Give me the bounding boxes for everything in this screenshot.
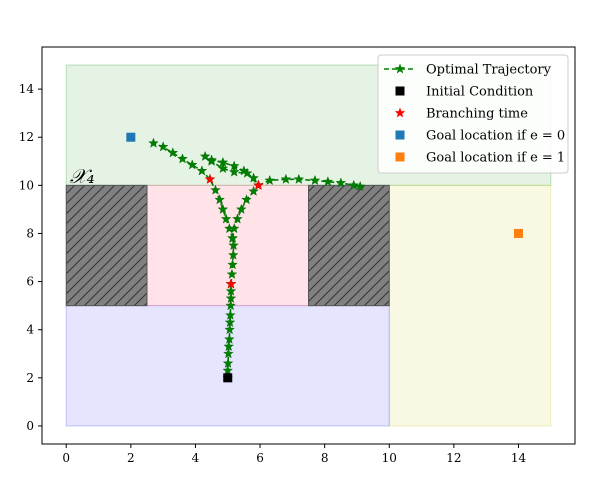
x-tick-label: 8 xyxy=(321,451,329,465)
trajectory-point xyxy=(322,176,334,187)
trajectory-point xyxy=(222,365,234,376)
x-tick-label: 12 xyxy=(446,451,461,465)
trajectory-point xyxy=(223,348,234,359)
trajectory-point xyxy=(227,259,238,270)
trajectory-point xyxy=(241,194,252,205)
initial-condition-point xyxy=(223,373,233,383)
goal-e0-point xyxy=(126,132,136,142)
trajectory-point xyxy=(228,223,240,234)
legend-label: Goal location if e = 0 xyxy=(426,129,565,144)
trajectory-point xyxy=(217,162,229,174)
trajectory-point xyxy=(148,137,159,148)
x-tick-label: 14 xyxy=(511,451,527,465)
goal-region-right xyxy=(388,184,552,427)
trajectory-point xyxy=(228,239,239,251)
trajectory-point xyxy=(224,316,236,328)
trajectory-point xyxy=(224,333,235,344)
legend-marker xyxy=(394,63,406,74)
trajectory-point xyxy=(214,194,225,205)
trajectory-point xyxy=(228,166,240,177)
trajectory-point xyxy=(223,340,235,352)
y-tick-label: 8 xyxy=(26,226,34,240)
x-tick-label: 6 xyxy=(256,451,264,465)
trajectory-point xyxy=(225,292,237,303)
legend-label: Optimal Trajectory xyxy=(426,63,552,78)
legend-label: Initial Condition xyxy=(426,85,534,100)
branching-time-point xyxy=(253,179,264,190)
trajectory-point xyxy=(227,232,238,243)
obstacle-left xyxy=(65,184,148,307)
obstacle-right xyxy=(308,184,390,307)
legend-label: Goal location if e = 1 xyxy=(426,151,565,166)
trajectory-point xyxy=(225,309,236,320)
trajectory-point xyxy=(186,159,198,170)
y-tick-label: 10 xyxy=(19,178,34,192)
y-tick-label: 2 xyxy=(26,371,34,385)
trajectory-point xyxy=(226,268,238,279)
axes-frame xyxy=(41,46,576,445)
legend-marker xyxy=(395,152,405,162)
trajectory-point xyxy=(210,184,221,195)
x-tick-label: 2 xyxy=(127,451,135,465)
trajectory-point xyxy=(177,153,188,164)
trajectory-point xyxy=(196,165,208,176)
trajectory-point xyxy=(348,179,360,190)
trajectory-point xyxy=(309,174,321,186)
trajectory-point xyxy=(157,141,169,152)
trajectory-point xyxy=(264,174,276,186)
x-tick-label: 10 xyxy=(382,451,397,465)
trajectory-point xyxy=(199,150,211,161)
y-tick-label: 6 xyxy=(26,275,34,289)
trajectory-point xyxy=(225,300,236,311)
trajectory-point xyxy=(225,285,237,296)
trajectory-point xyxy=(335,177,347,188)
legend-marker xyxy=(395,86,405,96)
trajectory-point xyxy=(232,213,243,224)
branching-time-point xyxy=(204,173,216,184)
y-tick-label: 12 xyxy=(19,130,34,144)
trajectory-point xyxy=(241,167,253,178)
trajectory-point xyxy=(206,155,217,166)
trajectory-point xyxy=(167,147,179,158)
region-label-x4: 𝒳₄ xyxy=(69,164,94,188)
trajectory-point xyxy=(224,324,235,335)
trajectory-point xyxy=(236,203,247,214)
trajectory-point xyxy=(220,213,232,224)
y-tick-label: 0 xyxy=(26,419,34,433)
y-tick-label: 14 xyxy=(19,82,35,96)
trajectory-point xyxy=(217,203,229,214)
trajectory-point xyxy=(222,357,234,368)
goal-e1-point xyxy=(513,228,523,238)
trajectory-point xyxy=(280,173,292,184)
legend-label: Branching time xyxy=(426,107,528,122)
trajectory-point xyxy=(293,173,305,184)
trajectory-point xyxy=(248,185,259,196)
middle-region xyxy=(146,184,309,307)
x-tick-label: 4 xyxy=(192,451,200,465)
branching-time-point xyxy=(225,278,237,289)
x-tick-label: 0 xyxy=(62,451,70,465)
legend-marker xyxy=(394,107,406,118)
legend-marker xyxy=(395,130,405,140)
trajectory-point xyxy=(227,249,239,260)
legend-box xyxy=(377,54,569,174)
y-tick-label: 4 xyxy=(26,323,34,337)
trajectory-point xyxy=(354,180,366,192)
